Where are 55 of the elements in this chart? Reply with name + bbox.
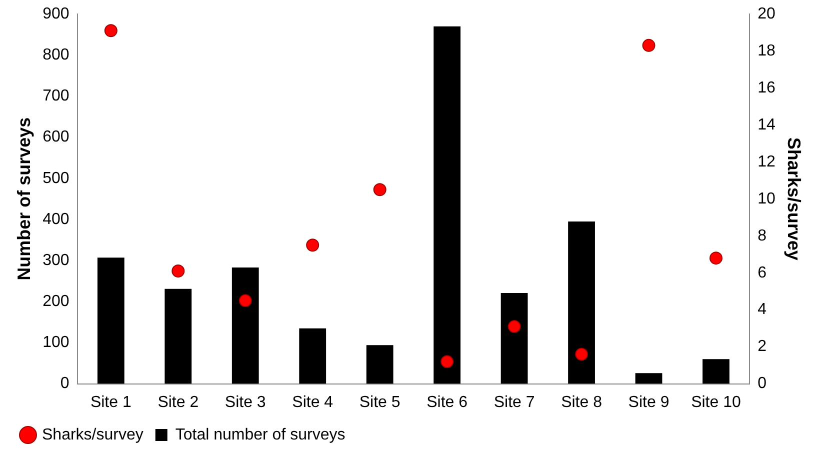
x-tick-label: Site 9: [628, 394, 670, 411]
y-tick-label: 800: [42, 46, 70, 64]
y2-tick-label: 6: [758, 264, 767, 282]
y2-tick-label: 4: [758, 301, 767, 318]
bar: [164, 288, 192, 384]
bar: [299, 328, 326, 384]
y-tick-label: 500: [42, 170, 70, 187]
y-tick-label: 400: [42, 210, 70, 228]
point: [575, 348, 588, 361]
bar: [97, 258, 124, 384]
x-tick-label: Site 6: [426, 394, 468, 411]
y2-tick-label: 20: [758, 5, 776, 22]
y-tick-label: 200: [42, 293, 70, 310]
x-tick-label: Site 7: [494, 394, 535, 411]
point: [373, 183, 386, 196]
bar: [568, 222, 595, 384]
bar: [500, 292, 528, 384]
x-tick-label: Site 8: [561, 394, 602, 411]
y2-tick-label: 18: [758, 42, 776, 60]
point: [238, 294, 252, 308]
bar: [434, 26, 461, 384]
y2-tick-label: 16: [758, 79, 776, 96]
x-tick-label: Site 2: [158, 394, 199, 411]
point: [440, 355, 454, 368]
y-tick-label: 600: [42, 128, 70, 146]
y2-tick-label: 0: [758, 375, 767, 392]
y-tick-label: 900: [42, 5, 70, 22]
x-tick-label: Site 5: [359, 394, 400, 411]
x-tick-label: Site 10: [691, 394, 741, 411]
point: [508, 320, 521, 333]
point: [306, 238, 320, 252]
legend-label: Total number of surveys: [175, 426, 346, 444]
point: [104, 24, 118, 38]
legend-label: Sharks/survey: [42, 426, 144, 444]
bar: [635, 373, 662, 384]
y-tick-label: 100: [42, 334, 70, 352]
y-tick-label: 300: [42, 252, 70, 269]
point: [172, 264, 185, 278]
y2-tick-label: 2: [758, 338, 767, 356]
point: [642, 38, 656, 52]
y-axis-title: Number of surveys: [14, 117, 34, 280]
point: [709, 252, 722, 265]
x-tick-label: Site 1: [90, 394, 132, 411]
bar: [702, 359, 730, 384]
bar: [232, 268, 259, 384]
y2-tick-label: 14: [758, 116, 776, 134]
x-tick-label: Site 4: [292, 394, 334, 411]
x-tick-label: Site 3: [224, 394, 266, 411]
y2-tick-label: 12: [758, 153, 776, 170]
y2-tick-label: 10: [758, 190, 776, 208]
bar: [366, 345, 394, 384]
y2-axis-title: Sharks/survey: [784, 137, 804, 260]
y2-tick-label: 8: [758, 227, 767, 244]
y-tick-label: 0: [60, 375, 70, 392]
y-tick-label: 700: [42, 88, 70, 105]
